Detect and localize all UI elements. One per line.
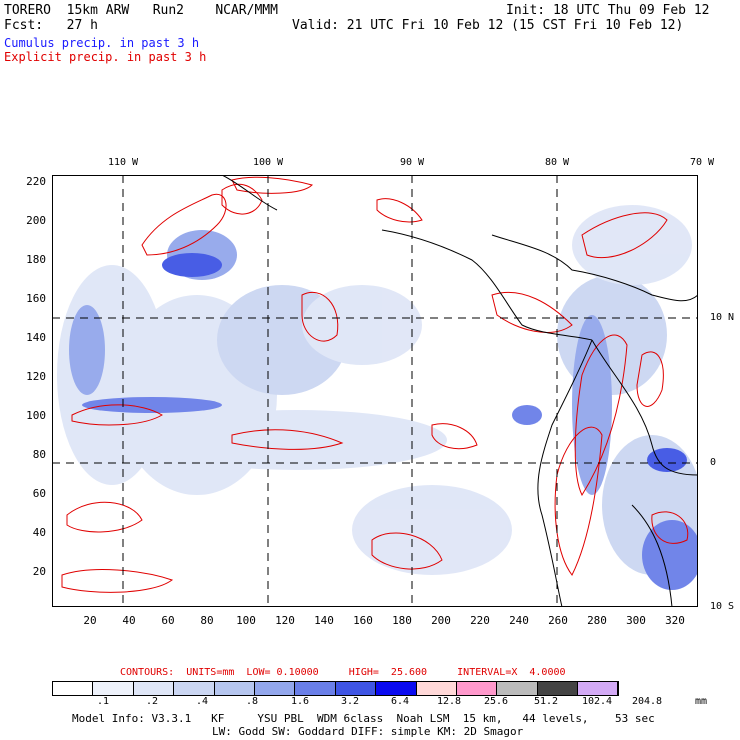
y-tick: 20 <box>32 565 46 578</box>
colorbar-label: .2 <box>145 696 159 707</box>
colorbar-swatch-13 <box>578 682 619 695</box>
y-tick: 160 <box>26 292 46 305</box>
colorbar-swatch-10 <box>456 682 498 695</box>
model-title: TORERO 15km ARW Run2 NCAR/MMM <box>4 3 278 18</box>
coastline <box>221 175 698 607</box>
colorbar <box>52 681 620 696</box>
x-tick: 140 <box>314 614 334 627</box>
colorbar-swatch-8 <box>376 682 417 695</box>
x-tick: 220 <box>470 614 490 627</box>
lat-label-0: 0 <box>710 457 717 468</box>
colorbar-label: .1 <box>96 696 110 707</box>
x-tick: 40 <box>122 614 136 627</box>
y-tick: 80 <box>32 448 46 461</box>
x-tick: 60 <box>161 614 175 627</box>
colorbar-swatch-12 <box>537 682 579 695</box>
colorbar-swatch-1 <box>93 682 134 695</box>
colorbar-label: .8 <box>245 696 259 707</box>
y-tick: 100 <box>26 409 46 422</box>
colorbar-label: 25.6 <box>483 696 509 707</box>
x-tick: 320 <box>665 614 685 627</box>
y-tick: 40 <box>32 526 46 539</box>
colorbar-swatch-0 <box>53 682 94 695</box>
colorbar-label: 204.8 <box>631 696 663 707</box>
colorbar-label: 12.8 <box>436 696 462 707</box>
y-tick: 140 <box>26 331 46 344</box>
x-tick: 120 <box>275 614 295 627</box>
lat-label-10s: 10 S <box>710 601 735 612</box>
lon-label-90w: 90 W <box>399 157 425 168</box>
colorbar-label: .4 <box>195 696 209 707</box>
lon-label-80w: 80 W <box>544 157 570 168</box>
colorbar-label: 1.6 <box>290 696 310 707</box>
init-time: Init: 18 UTC Thu 09 Feb 12 <box>506 3 710 18</box>
colorbar-units: mm <box>694 696 708 707</box>
colorbar-swatch-5 <box>254 682 296 695</box>
colorbar-label: 6.4 <box>390 696 410 707</box>
forecast-hour: Fcst: 27 h <box>4 18 98 33</box>
precipitation-map <box>52 175 698 607</box>
x-tick: 180 <box>392 614 412 627</box>
x-tick: 80 <box>200 614 214 627</box>
valid-time: Valid: 21 UTC Fri 10 Feb 12 (15 CST Fri … <box>292 18 684 33</box>
lon-label-70w: 70 W <box>689 157 715 168</box>
model-info: Model Info: V3.3.1 KF YSU PBL WDM 6class… <box>72 712 655 725</box>
colorbar-label: 102.4 <box>581 696 613 707</box>
x-tick: 160 <box>353 614 373 627</box>
lon-label-110w: 110 W <box>107 157 139 168</box>
lat-lon-grid <box>52 175 698 607</box>
explicit-precip-contours <box>61 176 689 593</box>
y-tick: 200 <box>26 214 46 227</box>
colorbar-swatch-2 <box>133 682 175 695</box>
y-tick: 180 <box>26 253 46 266</box>
cumulus-precip-shading <box>57 205 698 590</box>
colorbar-label: 3.2 <box>340 696 360 707</box>
colorbar-swatch-7 <box>335 682 377 695</box>
contour-info: CONTOURS: UNITS=mm LOW= 0.10000 HIGH= 25… <box>120 667 566 678</box>
x-tick: 300 <box>626 614 646 627</box>
x-tick: 200 <box>431 614 451 627</box>
x-tick: 100 <box>236 614 256 627</box>
colorbar-label: 51.2 <box>533 696 559 707</box>
y-tick: 120 <box>26 370 46 383</box>
colorbar-swatch-9 <box>416 682 457 695</box>
colorbar-swatch-3 <box>174 682 215 695</box>
physics-info: LW: Godd SW: Goddard DIFF: simple KM: 2D… <box>212 725 524 738</box>
x-tick: 260 <box>548 614 568 627</box>
colorbar-swatch-11 <box>497 682 538 695</box>
cumulus-label: Cumulus precip. in past 3 h <box>4 36 200 50</box>
x-tick: 240 <box>509 614 529 627</box>
lat-label-10n: 10 N <box>710 312 735 323</box>
lon-label-100w: 100 W <box>252 157 284 168</box>
explicit-label: Explicit precip. in past 3 h <box>4 50 207 64</box>
y-tick: 220 <box>26 175 46 188</box>
colorbar-swatch-6 <box>295 682 336 695</box>
y-tick: 60 <box>32 487 46 500</box>
x-tick: 20 <box>83 614 97 627</box>
x-tick: 280 <box>587 614 607 627</box>
colorbar-swatch-4 <box>214 682 255 695</box>
